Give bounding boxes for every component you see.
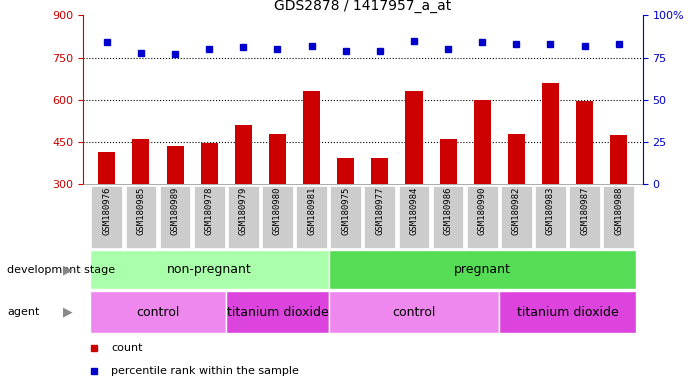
Text: GSM180988: GSM180988	[614, 186, 623, 235]
Text: GSM180977: GSM180977	[375, 186, 384, 235]
FancyBboxPatch shape	[467, 185, 498, 248]
Bar	[371, 159, 388, 269]
FancyBboxPatch shape	[535, 185, 566, 248]
Bar	[576, 101, 593, 269]
Text: GSM180985: GSM180985	[136, 186, 145, 235]
FancyBboxPatch shape	[501, 185, 531, 248]
FancyBboxPatch shape	[262, 185, 293, 248]
Text: GSM180975: GSM180975	[341, 186, 350, 235]
Bar	[610, 135, 627, 269]
FancyBboxPatch shape	[433, 185, 464, 248]
Text: GSM180981: GSM180981	[307, 186, 316, 235]
Text: titanium dioxide: titanium dioxide	[517, 306, 618, 318]
Text: GSM180987: GSM180987	[580, 186, 589, 235]
Text: GSM180976: GSM180976	[102, 186, 111, 235]
FancyBboxPatch shape	[226, 291, 329, 333]
FancyBboxPatch shape	[160, 185, 191, 248]
Bar	[542, 83, 559, 269]
Text: GSM180986: GSM180986	[444, 186, 453, 235]
Text: GSM180978: GSM180978	[205, 186, 214, 235]
FancyBboxPatch shape	[90, 250, 329, 289]
Bar	[474, 100, 491, 269]
Text: GSM180984: GSM180984	[410, 186, 419, 235]
FancyBboxPatch shape	[296, 185, 327, 248]
Bar	[406, 91, 422, 269]
FancyBboxPatch shape	[91, 185, 122, 248]
Text: GSM180979: GSM180979	[239, 186, 248, 235]
Text: percentile rank within the sample: percentile rank within the sample	[111, 366, 299, 376]
Bar	[508, 134, 525, 269]
FancyBboxPatch shape	[603, 185, 634, 248]
Bar	[98, 152, 115, 269]
Bar	[133, 139, 149, 269]
Bar	[303, 91, 320, 269]
Bar	[269, 134, 286, 269]
Text: titanium dioxide: titanium dioxide	[227, 306, 328, 318]
FancyBboxPatch shape	[500, 291, 636, 333]
FancyBboxPatch shape	[329, 250, 636, 289]
FancyBboxPatch shape	[194, 185, 225, 248]
FancyBboxPatch shape	[329, 291, 500, 333]
FancyBboxPatch shape	[399, 185, 429, 248]
Text: GSM180983: GSM180983	[546, 186, 555, 235]
Bar	[337, 157, 354, 269]
Text: GSM180982: GSM180982	[512, 186, 521, 235]
Text: pregnant: pregnant	[454, 263, 511, 276]
Text: ▶: ▶	[63, 306, 73, 318]
Text: control: control	[136, 306, 180, 318]
Bar	[167, 146, 184, 269]
FancyBboxPatch shape	[126, 185, 156, 248]
Bar	[235, 125, 252, 269]
Text: agent: agent	[7, 307, 39, 317]
Text: non-pregnant: non-pregnant	[167, 263, 252, 276]
Title: GDS2878 / 1417957_a_at: GDS2878 / 1417957_a_at	[274, 0, 451, 13]
Bar	[439, 139, 457, 269]
FancyBboxPatch shape	[90, 291, 226, 333]
Text: count: count	[111, 343, 142, 353]
Text: GSM180990: GSM180990	[477, 186, 486, 235]
FancyBboxPatch shape	[364, 185, 395, 248]
Text: GSM180980: GSM180980	[273, 186, 282, 235]
Text: development stage: development stage	[7, 265, 115, 275]
FancyBboxPatch shape	[330, 185, 361, 248]
Bar	[200, 142, 218, 269]
Text: ▶: ▶	[63, 263, 73, 276]
FancyBboxPatch shape	[569, 185, 600, 248]
Text: GSM180989: GSM180989	[171, 186, 180, 235]
FancyBboxPatch shape	[228, 185, 258, 248]
Text: control: control	[392, 306, 435, 318]
